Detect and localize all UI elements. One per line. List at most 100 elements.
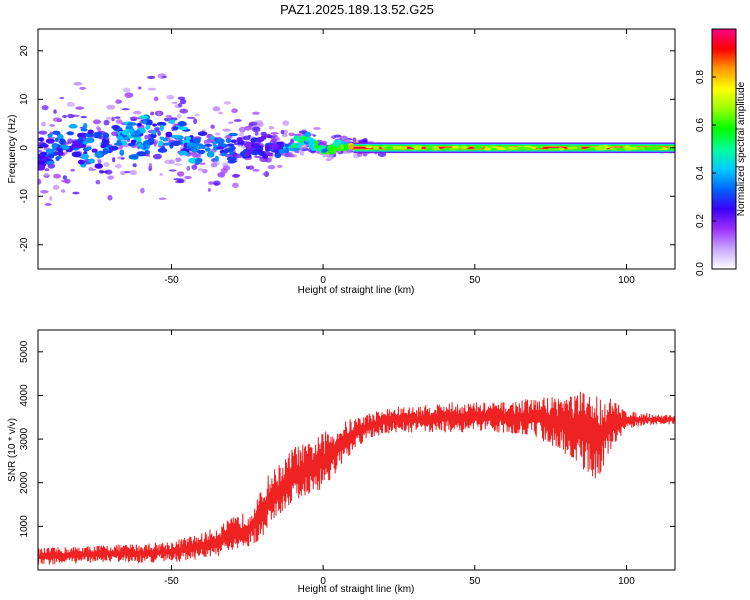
snr-ticks: -50 0 50 100 1000 2000 3000 4000 5000 <box>19 330 675 587</box>
spectrogram-cell <box>473 145 483 149</box>
spectrogram-cell <box>94 151 104 158</box>
spectrogram-cell <box>205 147 211 152</box>
spectrogram-cell <box>39 151 48 156</box>
spectrogram-cell <box>254 120 264 123</box>
spectrogram-cell <box>140 187 145 194</box>
spectrogram-cell <box>49 124 55 127</box>
spectrogram-cell <box>226 138 231 144</box>
spectrogram-cell <box>248 165 255 170</box>
spectrogram-y-axis-label: Frequency (Hz) <box>7 115 18 184</box>
spectrogram-cell <box>147 75 156 80</box>
spectrogram-cell <box>334 134 342 138</box>
spectrogram-cell <box>83 123 88 129</box>
spectrogram-cell <box>147 87 157 91</box>
spectrogram-cell <box>232 174 241 177</box>
spectrogram-cell <box>61 189 66 193</box>
snr-panel: -50 0 50 100 1000 2000 3000 4000 5000 Height of … <box>7 329 676 595</box>
spectrogram-cell <box>153 141 157 147</box>
spectrogram-cell <box>163 142 172 146</box>
spectrogram-cell <box>157 122 167 127</box>
spectrogram-cell <box>77 159 85 165</box>
spectrogram-cell <box>102 147 109 155</box>
spectrogram-cell <box>103 139 110 145</box>
spectrogram-cell <box>176 171 185 177</box>
spectrogram-cell <box>534 145 544 149</box>
spectrogram-cell <box>51 142 59 149</box>
spectrogram-cell <box>124 92 134 98</box>
spectrogram-cell <box>126 122 137 126</box>
spectrogram-cell <box>152 153 162 160</box>
spectrogram-cell <box>153 96 159 102</box>
spectrogram-cell <box>38 164 46 171</box>
spectrogram-cell <box>280 130 285 135</box>
spectrogram-panel: -50 0 50 100 -20 -10 0 10 20 Height of straight … <box>7 28 676 296</box>
spectrogram-cell <box>107 175 115 180</box>
spectrogram-cell <box>228 132 239 137</box>
spectrogram-cell <box>172 126 179 131</box>
spectrogram-cell <box>266 152 274 157</box>
spectrogram-cell <box>222 165 231 171</box>
spectrogram-cell <box>522 147 532 151</box>
spectrogram-cell <box>442 147 451 151</box>
spectrogram-cell <box>157 147 168 153</box>
spectrogram-cell <box>263 171 270 178</box>
spectrogram-cell <box>71 142 82 149</box>
spectrogram-cell <box>229 150 234 156</box>
snr-y-tick-label: 5000 <box>19 340 30 363</box>
spectrogram-cell <box>191 164 198 170</box>
spectrogram-ticks: -50 0 50 100 -20 -10 0 10 20 <box>19 29 675 286</box>
spectrogram-cell <box>222 128 231 132</box>
spectrogram-cell <box>176 113 182 119</box>
spectrogram-cell <box>95 179 101 185</box>
spectrogram-cell <box>212 106 221 112</box>
spectrogram-cell <box>377 152 387 157</box>
spectrogram-cell <box>260 135 267 140</box>
snr-y-tick-label: 2000 <box>19 471 30 494</box>
spectrogram-cell <box>181 139 191 144</box>
spectrogram-cell <box>129 116 138 121</box>
spectrogram-cell <box>159 124 164 132</box>
spectrogram-cell <box>150 133 157 139</box>
spectrogram-cell <box>586 147 596 151</box>
spectrogram-cell <box>277 164 283 169</box>
spectrogram-cell <box>283 129 288 134</box>
spectrogram-cell <box>44 203 52 206</box>
spectrogram-cell <box>45 148 55 154</box>
spectrogram-cell <box>233 119 242 122</box>
spectrogram-cell <box>174 180 184 184</box>
spectrogram-cell <box>288 132 295 137</box>
spectrogram-cell <box>197 168 203 172</box>
spectrogram-cell <box>132 163 137 168</box>
spectrogram-cell <box>342 143 349 150</box>
spectrogram-cell <box>325 154 333 158</box>
spectrogram-cell <box>171 101 178 104</box>
snr-x-tick-label: 100 <box>618 576 635 587</box>
spectrogram-cell <box>38 149 43 153</box>
snr-y-tick-label: 4000 <box>19 384 30 407</box>
spectrogram-cell <box>145 144 150 149</box>
spectrogram-cell <box>649 146 663 150</box>
spectrogram-cell <box>184 175 192 180</box>
spectrogram-cell <box>138 86 142 90</box>
spectrogram-cell <box>38 155 46 159</box>
spectrogram-cell <box>193 137 201 144</box>
spectrogram-cell <box>114 116 121 119</box>
spectrogram-cell <box>62 175 68 180</box>
spectrogram-cell <box>87 129 94 135</box>
spectrogram-cell <box>177 96 186 100</box>
spectrogram-cell <box>244 151 250 157</box>
spectrogram-cell <box>226 143 235 147</box>
spectrogram-cell <box>117 135 124 141</box>
spectrogram-cell <box>46 160 55 165</box>
colorbar-tick-label: 0.8 <box>695 70 706 84</box>
spectrogram-cell <box>115 119 123 125</box>
spectrogram-cell <box>431 147 440 151</box>
spectrogram-cell <box>140 127 146 134</box>
spectrogram-cell <box>254 131 259 136</box>
spectrogram-cell <box>59 138 66 145</box>
spectrogram-x-tick-label: 50 <box>469 275 481 286</box>
spectrogram-cell <box>44 168 50 172</box>
snr-x-tick-label: 50 <box>469 576 481 587</box>
spectrogram-cell <box>210 124 215 129</box>
spectrogram-cell <box>104 169 113 175</box>
